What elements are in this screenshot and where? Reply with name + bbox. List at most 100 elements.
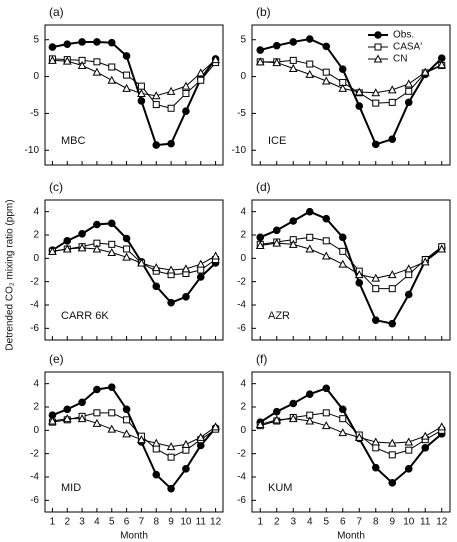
x-axis-label: Month bbox=[120, 531, 148, 542]
x-tick-label: 7 bbox=[139, 517, 145, 528]
y-tick-label: 0 bbox=[33, 253, 39, 264]
y-tick-label: 4 bbox=[240, 206, 246, 217]
plot-frame bbox=[251, 24, 451, 166]
marker bbox=[182, 293, 190, 301]
marker bbox=[182, 465, 190, 473]
marker bbox=[108, 63, 116, 71]
marker bbox=[151, 91, 161, 100]
station-label: CARR 6K bbox=[61, 310, 109, 322]
marker bbox=[256, 46, 265, 54]
station-label: MBC bbox=[61, 135, 86, 147]
y-tick-label: -2 bbox=[30, 448, 39, 459]
x-tick-label: 5 bbox=[109, 517, 115, 528]
marker bbox=[354, 270, 364, 279]
marker bbox=[152, 282, 161, 291]
marker bbox=[211, 55, 220, 64]
marker bbox=[123, 71, 131, 79]
marker bbox=[289, 38, 298, 46]
y-tick-label: 0 bbox=[33, 425, 39, 436]
y-tick-label: -6 bbox=[237, 323, 246, 334]
marker bbox=[322, 214, 331, 223]
marker bbox=[387, 85, 397, 94]
marker bbox=[93, 38, 101, 46]
x-tick-label: 6 bbox=[124, 517, 130, 528]
y-axis-label: Detrended CO₂ mixing ratio (ppm) bbox=[5, 199, 16, 350]
marker bbox=[371, 437, 381, 446]
marker bbox=[107, 75, 117, 84]
marker bbox=[256, 233, 265, 242]
y-tick-label: 0 bbox=[33, 71, 39, 82]
marker bbox=[305, 244, 315, 253]
legend-marker bbox=[374, 31, 382, 39]
series-line bbox=[52, 59, 216, 97]
marker bbox=[167, 298, 175, 307]
marker bbox=[404, 290, 413, 299]
marker bbox=[196, 68, 206, 77]
series-line bbox=[52, 418, 216, 448]
series-line bbox=[259, 387, 443, 485]
marker bbox=[404, 437, 414, 446]
x-tick-label: 1 bbox=[257, 517, 263, 528]
marker bbox=[288, 414, 298, 423]
x-tick-label: 2 bbox=[274, 517, 280, 528]
marker bbox=[63, 405, 72, 414]
y-tick-label: -6 bbox=[30, 495, 39, 506]
marker bbox=[123, 416, 131, 424]
marker bbox=[151, 438, 161, 447]
x-tick-label: 2 bbox=[64, 517, 70, 528]
marker bbox=[289, 399, 298, 408]
series-line bbox=[51, 222, 217, 304]
marker bbox=[137, 435, 146, 444]
marker bbox=[197, 76, 205, 84]
x-tick-label: 11 bbox=[420, 517, 431, 528]
marker bbox=[339, 247, 347, 255]
marker bbox=[137, 258, 146, 267]
marker bbox=[122, 83, 131, 92]
marker bbox=[182, 90, 190, 98]
marker bbox=[166, 442, 176, 451]
marker bbox=[437, 244, 447, 253]
marker bbox=[272, 238, 282, 247]
y-tick-label: -6 bbox=[30, 323, 39, 334]
marker bbox=[420, 67, 430, 76]
x-tick-label: 10 bbox=[403, 517, 415, 528]
marker bbox=[63, 40, 72, 48]
marker bbox=[122, 52, 131, 60]
marker bbox=[388, 479, 397, 487]
x-axis-label: Month bbox=[337, 531, 365, 542]
x-tick-label: 12 bbox=[210, 517, 222, 528]
series-line bbox=[259, 37, 443, 146]
marker bbox=[372, 285, 380, 293]
marker bbox=[338, 83, 348, 92]
marker bbox=[62, 244, 72, 253]
y-tick-label: -5 bbox=[30, 108, 39, 119]
station-label: AZR bbox=[268, 310, 290, 322]
marker bbox=[338, 405, 347, 414]
y-tick-label: -4 bbox=[30, 472, 39, 483]
marker bbox=[77, 60, 87, 70]
series-line bbox=[260, 61, 442, 94]
marker bbox=[255, 419, 265, 428]
panel-title: (a) bbox=[49, 5, 64, 19]
marker bbox=[371, 463, 380, 472]
marker bbox=[197, 266, 205, 274]
marker bbox=[354, 87, 364, 96]
y-tick-label: 0 bbox=[240, 425, 246, 436]
marker bbox=[93, 58, 101, 66]
series-line bbox=[52, 386, 217, 491]
marker bbox=[288, 239, 298, 248]
marker bbox=[77, 243, 87, 252]
marker bbox=[108, 409, 116, 417]
marker bbox=[322, 409, 330, 417]
x-tick-label: 8 bbox=[373, 517, 379, 528]
marker bbox=[305, 69, 315, 78]
marker bbox=[151, 263, 161, 272]
marker bbox=[339, 415, 347, 423]
marker bbox=[107, 219, 116, 228]
marker bbox=[321, 251, 331, 260]
station-label: MID bbox=[61, 482, 81, 494]
marker bbox=[182, 107, 190, 116]
marker bbox=[122, 234, 131, 243]
marker bbox=[354, 432, 364, 441]
marker bbox=[107, 38, 116, 47]
